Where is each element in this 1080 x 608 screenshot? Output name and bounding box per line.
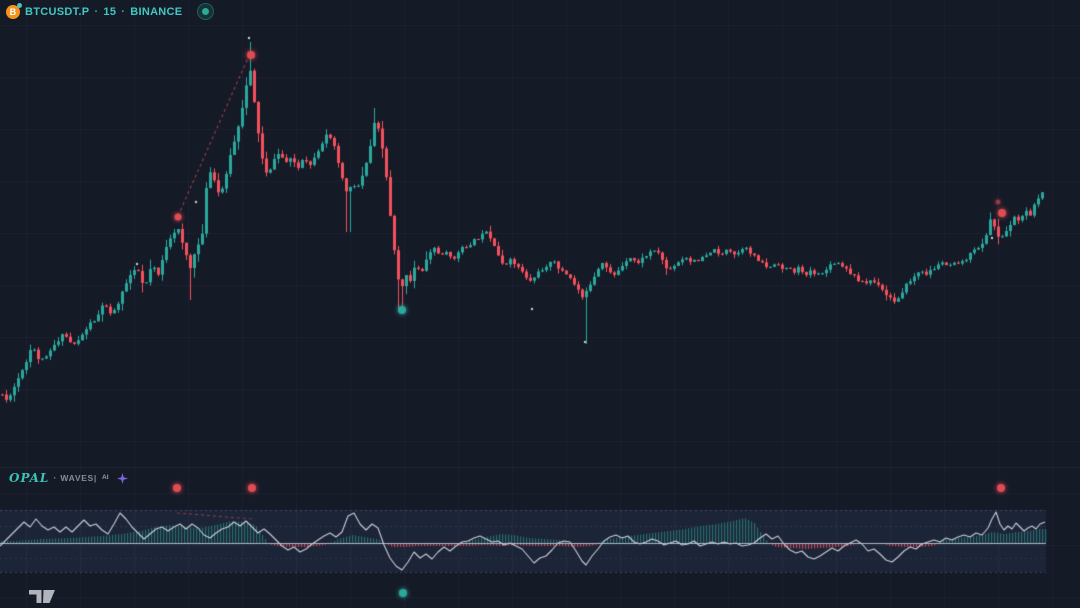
indicator-legend[interactable]: OPAL · WAVES| AI xyxy=(9,471,128,485)
purple-sparkle-icon xyxy=(116,472,128,484)
symbol-legend[interactable]: B BTCUSDT.P · 15 · BINANCE xyxy=(6,2,215,20)
symbol-name[interactable]: BTCUSDT.P xyxy=(25,5,90,18)
bitcoin-icon-letter: B xyxy=(9,6,17,17)
legend-separator: · xyxy=(121,5,126,18)
indicator-ai-tag: AI xyxy=(102,473,109,481)
exchange-label[interactable]: BINANCE xyxy=(130,5,183,18)
indicator-separator: · xyxy=(53,473,57,483)
indicator-status-button[interactable] xyxy=(197,3,215,20)
interval-label[interactable]: 15 xyxy=(103,5,117,18)
bitcoin-icon: B xyxy=(6,2,22,19)
tradingview-logo[interactable] xyxy=(29,590,56,603)
teal-status-dot xyxy=(17,2,22,8)
indicator-name: OPAL xyxy=(9,471,50,485)
status-dot xyxy=(202,8,210,15)
legend-separator: · xyxy=(94,5,99,18)
indicator-subtitle: WAVES| xyxy=(60,473,98,483)
